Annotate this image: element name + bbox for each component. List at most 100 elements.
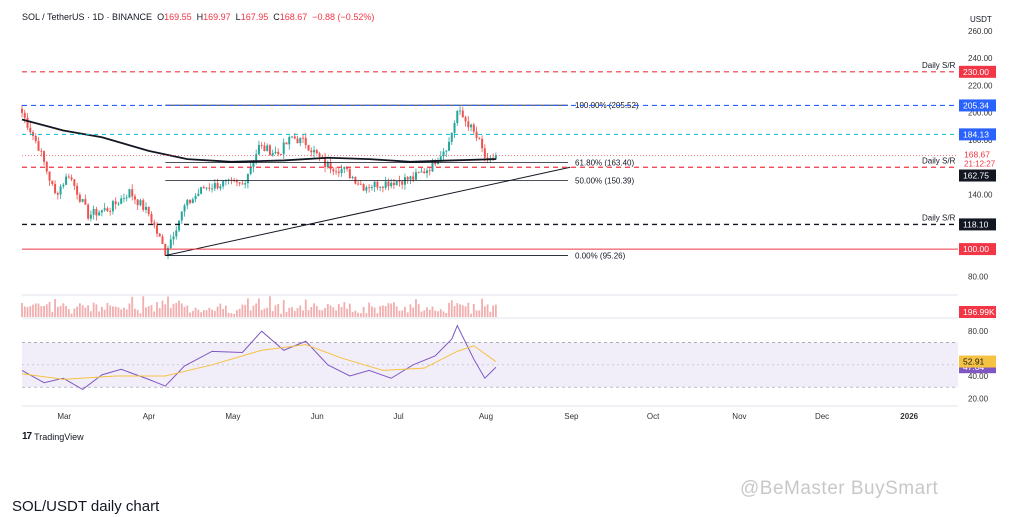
volume-bar <box>412 307 415 317</box>
volume-bar <box>103 309 106 317</box>
candle-body <box>76 185 79 195</box>
candle-body <box>481 138 484 149</box>
candle-body <box>120 198 123 204</box>
candle-body <box>296 138 299 144</box>
volume-bar <box>224 305 227 317</box>
moving-average-line <box>21 118 496 163</box>
candle-body <box>122 198 125 199</box>
volume-bar <box>67 309 70 317</box>
volume-bar <box>263 308 266 317</box>
candle-body <box>293 136 296 139</box>
volume-bar <box>420 311 423 317</box>
candle-body <box>216 183 219 189</box>
volume-bar <box>437 311 439 317</box>
volume-bar <box>329 305 332 317</box>
volume-tag-bg <box>959 306 996 318</box>
volume-bar <box>117 307 120 317</box>
candle-body <box>494 155 497 160</box>
volume-bar <box>194 307 197 317</box>
volume-bar <box>40 306 43 317</box>
volume-bar <box>439 309 442 317</box>
volume-bar <box>26 307 29 317</box>
candle-body <box>263 145 266 151</box>
volume-bar <box>304 299 307 317</box>
volume-bar <box>62 303 65 317</box>
candle-body <box>40 150 43 152</box>
candle-body <box>205 187 208 189</box>
candle-body <box>142 200 145 210</box>
price-tag-bg <box>959 65 996 78</box>
volume-bar <box>390 303 393 317</box>
volume-bar <box>109 305 112 317</box>
volume-bar <box>426 307 428 317</box>
volume-bar <box>324 307 326 317</box>
candle-body <box>461 110 464 118</box>
candles <box>21 104 497 317</box>
symbol-label: SOL / TetherUS · 1D · BINANCE <box>22 12 153 22</box>
fibonacci-label: 61.80% (163.40) <box>575 159 634 168</box>
candle-body <box>65 176 68 185</box>
volume-bar <box>340 306 343 317</box>
volume-bar <box>307 310 310 317</box>
candle-body <box>87 204 90 219</box>
volume-bar <box>235 310 238 317</box>
volume-bar <box>310 307 313 317</box>
volume-bar <box>359 313 362 317</box>
candle-body <box>401 181 404 185</box>
candle-body <box>172 236 175 240</box>
candle-body <box>114 201 117 205</box>
volume-bar <box>401 310 404 317</box>
volume-bar <box>315 305 318 317</box>
rsi-ma-line <box>21 344 497 380</box>
volume-bar <box>100 306 103 317</box>
volume-bar <box>29 306 32 317</box>
candle-body <box>202 187 205 189</box>
candle-body <box>21 108 23 113</box>
volume-bar <box>365 313 368 317</box>
watermark: @BeMaster BuySmart <box>740 478 939 499</box>
candle-body <box>111 201 114 212</box>
volume-bar <box>337 303 340 317</box>
volume-bar <box>285 311 288 317</box>
volume-bar <box>393 302 395 317</box>
volume-bar <box>120 309 123 317</box>
volume-bar <box>123 307 125 317</box>
candle-body <box>373 181 376 187</box>
candle-body <box>290 136 293 138</box>
volume-bar <box>205 310 208 317</box>
volume-bar <box>37 303 40 317</box>
candle-body <box>439 156 442 161</box>
volume-bar <box>202 310 205 317</box>
candle-body <box>346 166 349 170</box>
candle-body <box>213 183 216 189</box>
candle-body <box>238 182 241 184</box>
volume-bar <box>277 303 280 317</box>
candle-body <box>304 137 307 145</box>
candle-body <box>133 196 136 200</box>
volume-bar <box>114 306 117 317</box>
price-tick-label: 180.00 <box>968 136 993 145</box>
candle-body <box>84 199 87 205</box>
volume-bar <box>475 310 478 317</box>
volume-bar <box>494 304 497 317</box>
candle-body <box>359 183 362 185</box>
volume-bar <box>456 303 459 317</box>
candle-body <box>183 205 186 212</box>
tradingview-label: TradingView <box>34 431 84 442</box>
candle-body <box>200 187 203 194</box>
candle-body <box>67 176 70 178</box>
tradingview-logo[interactable]: 17 TradingView <box>22 431 84 442</box>
candle-body <box>117 203 120 205</box>
volume-bar <box>238 308 241 317</box>
volume-bar <box>376 313 379 317</box>
volume-bar <box>197 309 200 317</box>
candle-body <box>246 173 249 184</box>
volume-bar <box>282 300 285 317</box>
volume-bar <box>470 313 472 317</box>
candle-body <box>271 153 274 156</box>
volume-bar <box>247 298 249 317</box>
price-tag: 230.00 <box>963 67 989 77</box>
candle-body <box>351 177 354 179</box>
candle-body <box>414 172 417 180</box>
candle-body <box>224 180 227 182</box>
